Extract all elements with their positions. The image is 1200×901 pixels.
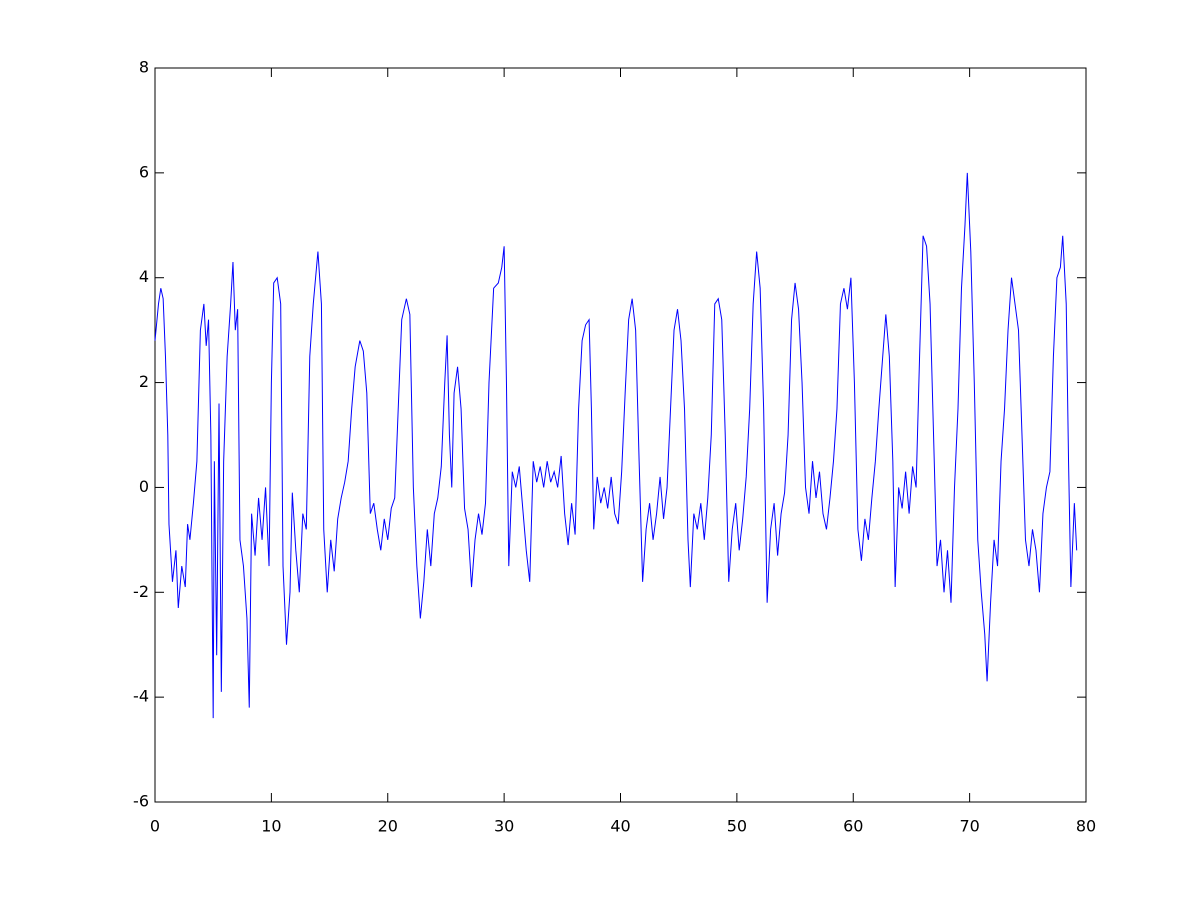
- x-tick-label: 30: [494, 817, 514, 836]
- y-tick-label: 4: [139, 267, 149, 286]
- x-tick-label: 70: [959, 817, 979, 836]
- x-tick-label: 80: [1076, 817, 1096, 836]
- x-tick-label: 0: [150, 817, 160, 836]
- y-tick-label: -6: [133, 792, 149, 811]
- x-tick-label: 50: [727, 817, 747, 836]
- y-tick-label: 8: [139, 58, 149, 77]
- y-tick-label: 0: [139, 477, 149, 496]
- y-tick-label: 6: [139, 162, 149, 181]
- y-tick-label: -2: [133, 582, 149, 601]
- x-tick-label: 10: [261, 817, 281, 836]
- x-tick-label: 20: [378, 817, 398, 836]
- y-tick-label: -4: [133, 687, 149, 706]
- x-tick-label: 40: [610, 817, 630, 836]
- x-tick-label: 60: [843, 817, 863, 836]
- y-tick-label: 2: [139, 372, 149, 391]
- data-line: [154, 172, 1078, 719]
